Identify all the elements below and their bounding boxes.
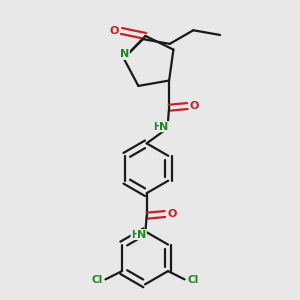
Text: N: N (160, 122, 169, 132)
Text: N: N (120, 50, 129, 59)
Text: Cl: Cl (91, 275, 102, 285)
Text: Cl: Cl (188, 275, 199, 285)
Text: O: O (167, 209, 177, 219)
Text: O: O (110, 26, 119, 36)
Text: H: H (131, 230, 139, 240)
Text: H: H (153, 122, 161, 132)
Text: O: O (190, 101, 199, 111)
Text: N: N (137, 230, 146, 240)
